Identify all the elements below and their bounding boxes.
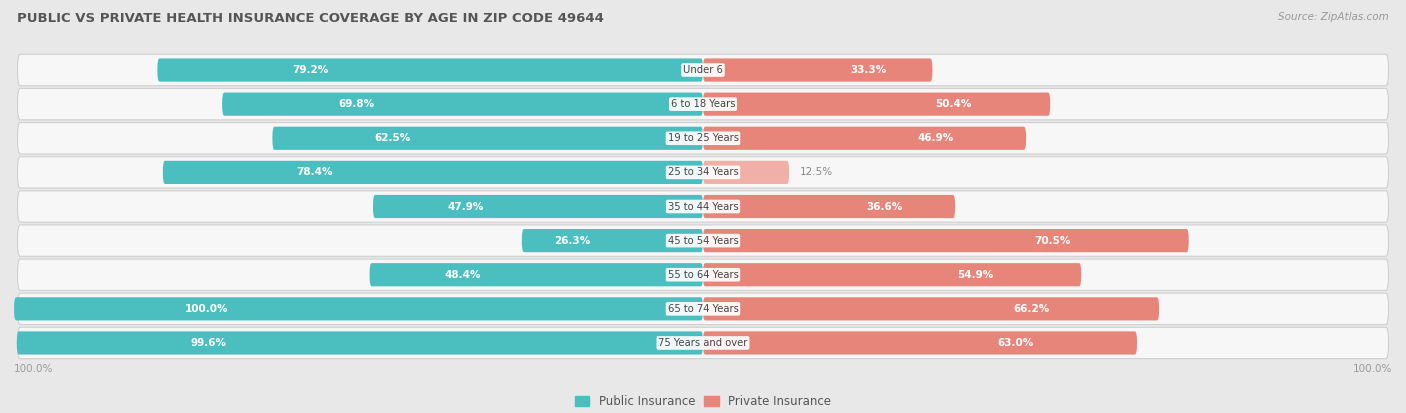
FancyBboxPatch shape	[703, 93, 1050, 116]
Text: 35 to 44 Years: 35 to 44 Years	[668, 202, 738, 211]
Text: 100.0%: 100.0%	[186, 304, 229, 314]
FancyBboxPatch shape	[17, 225, 1389, 256]
FancyBboxPatch shape	[17, 123, 1389, 154]
FancyBboxPatch shape	[17, 293, 1389, 325]
Text: 54.9%: 54.9%	[957, 270, 994, 280]
FancyBboxPatch shape	[17, 191, 1389, 222]
Legend: Public Insurance, Private Insurance: Public Insurance, Private Insurance	[575, 395, 831, 408]
Text: 62.5%: 62.5%	[375, 133, 411, 143]
FancyBboxPatch shape	[17, 331, 703, 355]
FancyBboxPatch shape	[703, 229, 1188, 252]
Text: 6 to 18 Years: 6 to 18 Years	[671, 99, 735, 109]
Text: 69.8%: 69.8%	[339, 99, 375, 109]
Text: 46.9%: 46.9%	[918, 133, 953, 143]
Text: 50.4%: 50.4%	[935, 99, 972, 109]
Text: 63.0%: 63.0%	[997, 338, 1033, 348]
Text: 100.0%: 100.0%	[1353, 364, 1392, 374]
FancyBboxPatch shape	[17, 88, 1389, 120]
Text: Under 6: Under 6	[683, 65, 723, 75]
FancyBboxPatch shape	[703, 58, 932, 82]
Text: 26.3%: 26.3%	[554, 236, 591, 246]
FancyBboxPatch shape	[14, 297, 703, 320]
FancyBboxPatch shape	[17, 55, 1389, 86]
Text: 19 to 25 Years: 19 to 25 Years	[668, 133, 738, 143]
Text: 25 to 34 Years: 25 to 34 Years	[668, 167, 738, 177]
FancyBboxPatch shape	[157, 58, 703, 82]
Text: 65 to 74 Years: 65 to 74 Years	[668, 304, 738, 314]
FancyBboxPatch shape	[703, 263, 1081, 286]
Text: 70.5%: 70.5%	[1035, 236, 1071, 246]
FancyBboxPatch shape	[17, 259, 1389, 290]
Text: 48.4%: 48.4%	[444, 270, 481, 280]
FancyBboxPatch shape	[17, 327, 1389, 358]
FancyBboxPatch shape	[522, 229, 703, 252]
FancyBboxPatch shape	[370, 263, 703, 286]
Text: 78.4%: 78.4%	[295, 167, 332, 177]
Text: PUBLIC VS PRIVATE HEALTH INSURANCE COVERAGE BY AGE IN ZIP CODE 49644: PUBLIC VS PRIVATE HEALTH INSURANCE COVER…	[17, 12, 603, 25]
Text: 79.2%: 79.2%	[292, 65, 328, 75]
Text: 75 Years and over: 75 Years and over	[658, 338, 748, 348]
FancyBboxPatch shape	[703, 297, 1159, 320]
FancyBboxPatch shape	[703, 161, 789, 184]
Text: 45 to 54 Years: 45 to 54 Years	[668, 236, 738, 246]
FancyBboxPatch shape	[273, 127, 703, 150]
Text: 100.0%: 100.0%	[14, 364, 53, 374]
FancyBboxPatch shape	[373, 195, 703, 218]
FancyBboxPatch shape	[222, 93, 703, 116]
Text: 99.6%: 99.6%	[191, 338, 226, 348]
Text: Source: ZipAtlas.com: Source: ZipAtlas.com	[1278, 12, 1389, 22]
Text: 55 to 64 Years: 55 to 64 Years	[668, 270, 738, 280]
Text: 12.5%: 12.5%	[800, 167, 832, 177]
FancyBboxPatch shape	[703, 127, 1026, 150]
FancyBboxPatch shape	[163, 161, 703, 184]
Text: 66.2%: 66.2%	[1014, 304, 1049, 314]
FancyBboxPatch shape	[17, 157, 1389, 188]
FancyBboxPatch shape	[703, 195, 955, 218]
Text: 47.9%: 47.9%	[447, 202, 484, 211]
Text: 33.3%: 33.3%	[851, 65, 886, 75]
FancyBboxPatch shape	[703, 331, 1137, 355]
Text: 36.6%: 36.6%	[866, 202, 903, 211]
